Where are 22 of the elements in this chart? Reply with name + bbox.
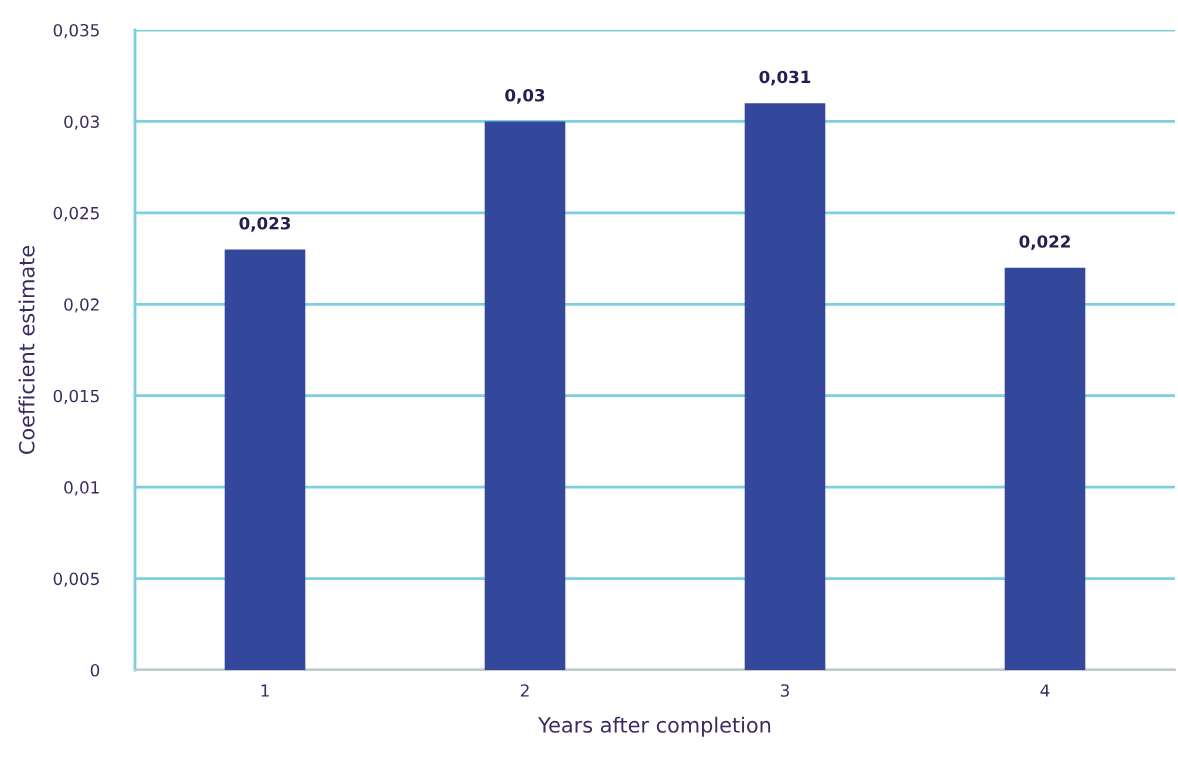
bar	[484, 121, 566, 670]
x-tick-label: 4	[1040, 684, 1050, 697]
data-label: 0,022	[1019, 235, 1070, 250]
data-label: 0,03	[505, 88, 545, 104]
x-tick-label: 1	[261, 684, 269, 697]
bar	[1004, 267, 1086, 670]
bar	[744, 103, 826, 670]
y-tick-label: 0,03	[64, 115, 99, 130]
data-label: 0,023	[239, 216, 291, 232]
y-tick-label: 0,02	[64, 298, 99, 313]
y-tick-label: 0,025	[53, 206, 99, 222]
x-tick-label: 3	[780, 684, 789, 697]
bar	[224, 249, 306, 670]
data-label: 0,031	[759, 70, 811, 86]
y-tick-label: 0,005	[53, 572, 99, 587]
x-tick-label: 2	[520, 684, 529, 697]
y-tick-label: 0,01	[64, 481, 99, 496]
y-tick-label: 0,035	[53, 23, 99, 39]
y-tick-label: 0,015	[53, 389, 99, 404]
y-axis-title: Coefficient estimate	[18, 245, 35, 454]
x-axis-title: Years after completion	[538, 716, 771, 737]
y-tick-label: 0	[90, 663, 100, 677]
